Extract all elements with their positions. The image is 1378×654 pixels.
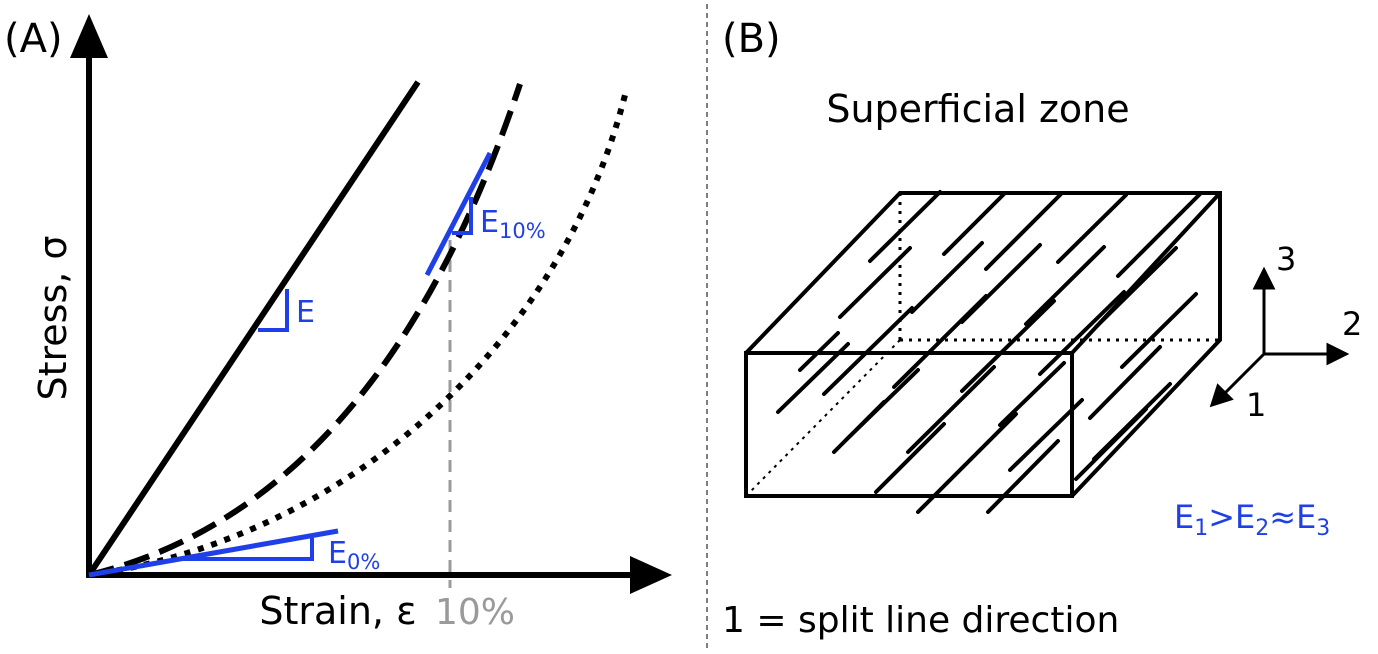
split-line: [892, 294, 988, 389]
split-lines: [776, 190, 1202, 514]
split-line: [1024, 245, 1106, 326]
x-axis-arrowhead: [630, 556, 672, 594]
relation-sub-3: 3: [1316, 516, 1330, 541]
cube-outline: [744, 191, 1222, 498]
split-line: [798, 331, 840, 372]
axis-2-arrowhead: [1326, 342, 1350, 366]
slope-triangle-e: [258, 289, 289, 332]
x-marker-label: 10%: [435, 592, 515, 633]
split-line: [942, 192, 1006, 256]
relation-sub-1: 1: [1194, 516, 1208, 541]
split-line: [1056, 193, 1128, 264]
slope-triangle-0: [180, 538, 314, 561]
y-axis-arrowhead: [70, 14, 108, 58]
linear-curve: [86, 80, 421, 577]
slope-triangle-10: [452, 197, 473, 235]
axis-1-label: 1: [1246, 386, 1266, 424]
split-line: [1088, 345, 1162, 420]
split-line: [1120, 292, 1198, 369]
split-line: [868, 190, 942, 263]
footnote: 1 = split line direction: [722, 600, 1119, 641]
axis-1-line: [1221, 352, 1266, 397]
axis-3-arrowhead: [1252, 266, 1276, 290]
moderate-curve: [88, 83, 523, 578]
slope-label-e10: E10%: [480, 205, 546, 243]
y-axis-label: Stress, σ: [31, 235, 75, 400]
axis-3-label: 3: [1276, 240, 1296, 278]
slope-label-e: E: [296, 295, 315, 330]
split-line: [832, 400, 886, 454]
orientation-axes: [1209, 266, 1350, 408]
panel-a-label: (A): [4, 16, 63, 62]
split-line: [998, 361, 1066, 427]
slope-label-e10-sub: 10%: [499, 219, 546, 243]
relation-sub-2: 2: [1255, 516, 1269, 541]
tangent-line-0: [88, 528, 339, 578]
axis-2-label: 2: [1342, 305, 1362, 343]
cube-hidden-edge-depth: [745, 339, 901, 497]
panel-b-label: (B): [722, 16, 781, 62]
axis-1-arrowhead: [1209, 383, 1234, 408]
zone-title: Superficial zone: [826, 87, 1129, 131]
cube-top-right-edge: [1070, 191, 1222, 355]
slope-label-e10-base: E: [480, 205, 499, 240]
tangent-line-10: [424, 151, 493, 277]
split-line: [984, 192, 1063, 271]
split-line: [1074, 407, 1148, 481]
relation-e3: E: [1296, 498, 1316, 536]
slope-label-e0-base: E: [328, 536, 347, 571]
slope-label-e0: E0%: [328, 536, 380, 574]
split-line: [986, 439, 1060, 514]
split-line: [1008, 398, 1084, 472]
split-line: [874, 422, 946, 494]
split-line: [1094, 246, 1178, 329]
split-line: [916, 412, 1018, 514]
relation-e1: E: [1174, 498, 1194, 536]
panel-b: (B) Superficial zone 3 2 1 E1>E2≈E3 1: [722, 16, 1362, 641]
split-line: [822, 306, 914, 396]
relation-approx: ≈: [1269, 498, 1296, 536]
split-line: [1038, 290, 1126, 376]
panel-a: (A) Stress, σ Strain, ε 10% E E10% E0%: [4, 14, 672, 633]
cube-back-edges: [744, 191, 1222, 498]
split-line: [838, 246, 912, 319]
split-line: [910, 241, 984, 314]
modulus-relation: E1>E2≈E3: [1174, 498, 1330, 541]
x-axis-label: Strain, ε: [259, 589, 416, 633]
relation-gt: >: [1208, 498, 1235, 536]
relation-e2: E: [1235, 498, 1255, 536]
split-line: [960, 299, 1056, 393]
slope-label-e0-sub: 0%: [347, 550, 380, 574]
cube-front-face: [744, 351, 1074, 498]
split-line: [776, 342, 850, 414]
nonlinear-curve: [88, 94, 628, 578]
split-line: [906, 365, 996, 454]
split-line: [1116, 192, 1202, 278]
